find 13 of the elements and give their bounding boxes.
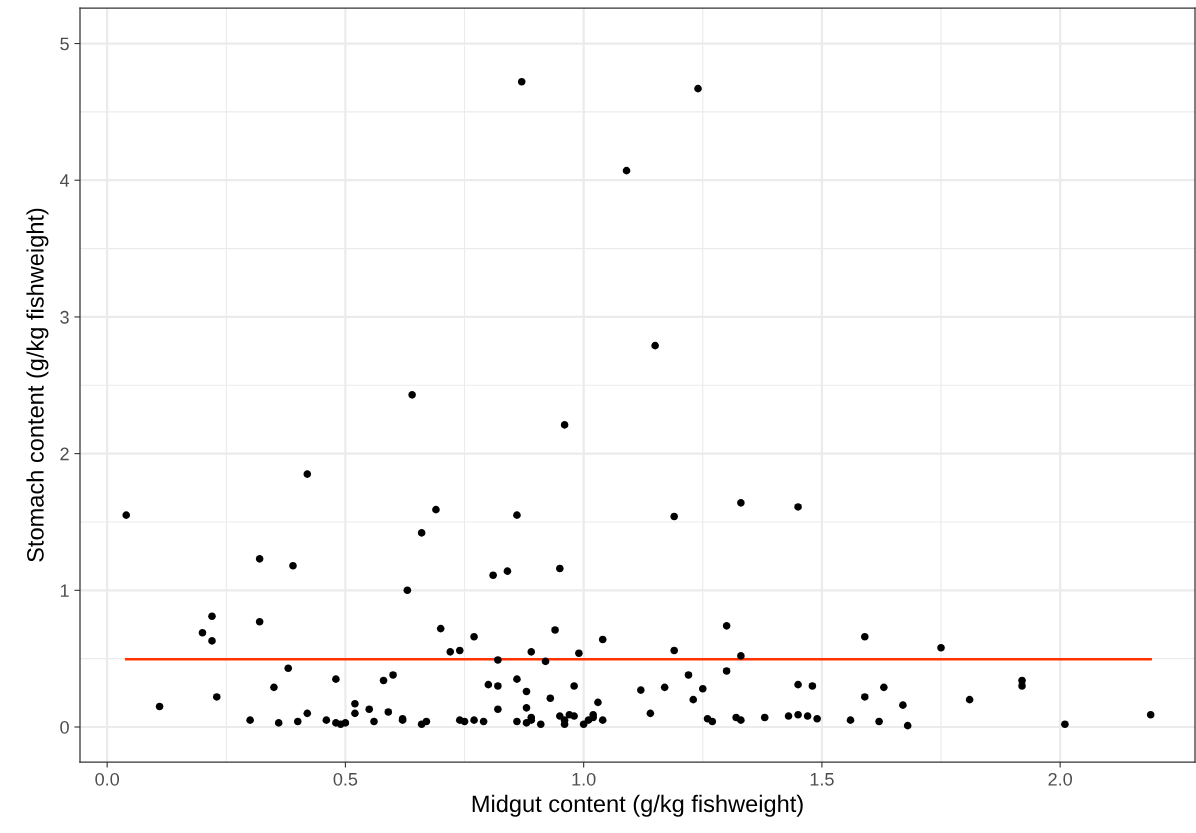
y-tick-label: 0: [60, 720, 69, 734]
y-tick-label: 2: [60, 447, 69, 461]
y-tick-label: 4: [59, 174, 70, 187]
x-tick-label: 0.5: [333, 772, 358, 786]
x-axis-title: Midgut content (g/kg fishweight): [472, 794, 803, 817]
x-tick-label: 2.0: [1048, 772, 1072, 786]
y-tick-label: 5: [60, 37, 69, 51]
x-tick-label: 1.5: [810, 773, 834, 786]
x-tick-label: 0.0: [95, 772, 119, 786]
x-tick-label: 1.0: [572, 772, 596, 786]
y-axis-title: Stomach content (g/kg fishweight): [26, 208, 49, 562]
y-tick-label: 1: [60, 584, 69, 597]
y-tick-label: 3: [60, 310, 69, 324]
